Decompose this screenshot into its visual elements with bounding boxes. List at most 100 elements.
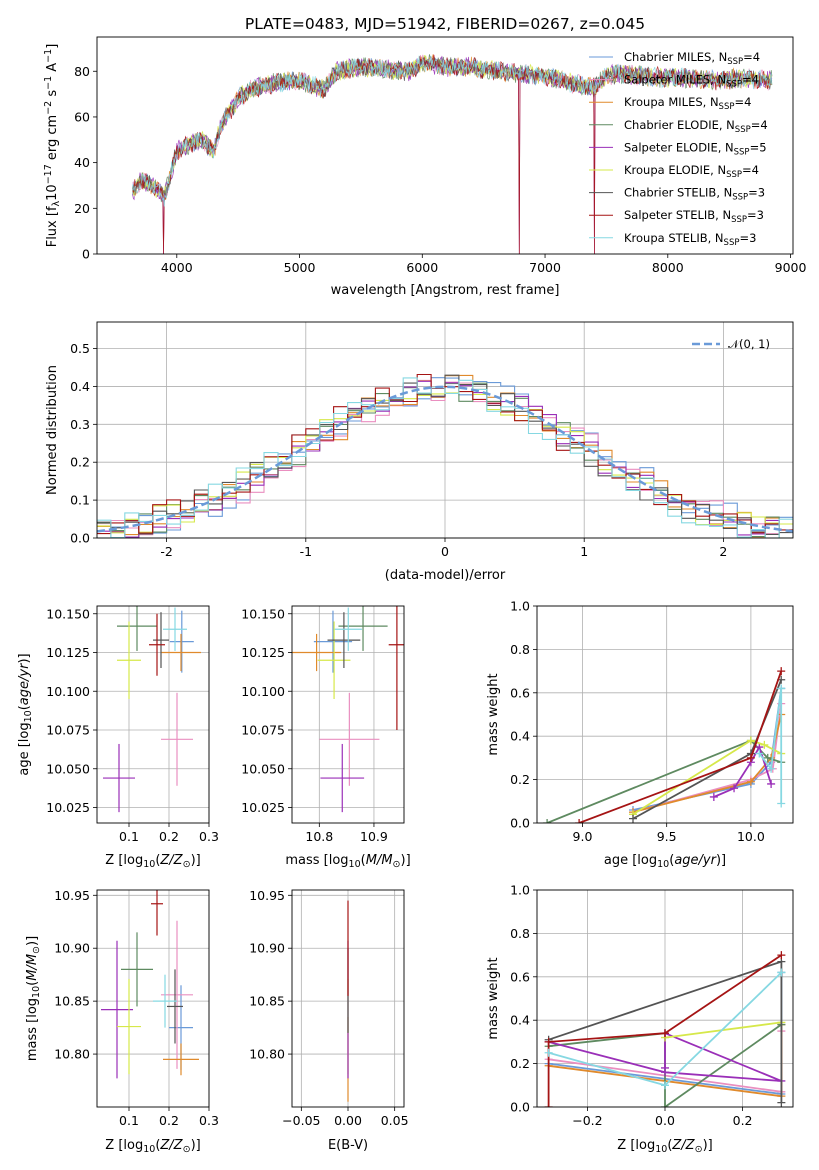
histogram-step	[97, 374, 793, 535]
y-axis-label: Flux [fλ10−17 erg cm−2 s−1 A−1]	[43, 44, 62, 248]
y-tick-label: 10.050	[241, 761, 285, 776]
y-tick-label: 10.025	[46, 800, 90, 815]
weight-marker	[661, 1063, 669, 1072]
weight-marker	[543, 819, 552, 823]
y-tick-label: 0	[82, 247, 90, 262]
mass-vs-metallicity-plot: 0.1 0.2 0.3 10.80 10.85 10.90 10.95 Z [log10(Z/…	[25, 888, 219, 1155]
legend-entry: Salpeter STELIB, NSSP=3	[624, 208, 764, 225]
y-tick-label: 0.8	[510, 926, 530, 941]
plot-area	[101, 890, 199, 1079]
mass-vs-extinction-plot: −0.05 0.00 0.05 10.80 10.85 10.90 10.95 E(B-V)	[249, 888, 408, 1153]
y-tick-label: 0.4	[70, 379, 90, 394]
legend-entry: Chabrier STELIB, NSSP=3	[624, 186, 765, 203]
histogram-step	[97, 377, 793, 538]
x-tick-label: -2	[160, 544, 172, 559]
weight-marker	[544, 1103, 553, 1107]
y-tick-label: 0.2	[510, 1056, 530, 1071]
weight-marker	[661, 1103, 669, 1107]
y-axis-label: mass [log10(M/M⊙)]	[25, 936, 42, 1061]
y-tick-label: 0.5	[70, 341, 90, 356]
x-axis-label: mass [log10(M/M⊙)]	[285, 853, 410, 870]
x-tick-label: 0.0	[655, 1113, 675, 1128]
legend-entry: Salpeter ELODIE, NSSP=5	[624, 140, 767, 157]
plot-area	[543, 667, 786, 823]
y-tick-label: 0.6	[510, 969, 530, 984]
x-axis-label: Z [log10(Z/Z⊙)]	[105, 1138, 200, 1155]
plot-area	[97, 373, 793, 538]
x-tick-label: 9.5	[657, 829, 677, 844]
x-axis-label: wavelength [Angstrom, rest frame]	[331, 283, 560, 298]
y-tick-label: 1.0	[510, 883, 530, 898]
axes-frame	[96, 36, 794, 255]
weight-marker	[777, 951, 786, 960]
weight-vs-metallicity-plot: −0.2 0.0 0.2 0.0 0.2 0.4 0.6 0.8 1.0 Z [log10(Z/Z…	[486, 883, 794, 1155]
y-tick-label: 10.80	[249, 1047, 285, 1062]
y-tick-label: 10.100	[241, 684, 285, 699]
weight-marker	[661, 1029, 669, 1038]
y-tick-label: 1.0	[510, 599, 530, 614]
y-tick-label: 0.3	[70, 417, 90, 432]
y-tick-label: 10.100	[46, 684, 90, 699]
x-tick-label: 5000	[284, 260, 316, 275]
plot-area	[292, 606, 404, 813]
legend-entry: 𝒩(0, 1)	[728, 337, 770, 351]
x-tick-label: 0.00	[334, 1113, 362, 1128]
weight-marker	[767, 779, 776, 788]
weight-marker	[777, 968, 786, 977]
age-vs-mass-plot: 10.8 10.9 10.025 10.050 10.075 10.100 10.125 10…	[241, 605, 411, 870]
x-tick-label: 2	[719, 544, 727, 559]
weight-line	[632, 714, 783, 813]
x-tick-label: -1	[300, 544, 312, 559]
normal-curve	[97, 385, 793, 533]
y-tick-label: 0.1	[70, 493, 90, 508]
y-tick-label: 10.85	[54, 994, 90, 1009]
y-tick-label: 10.90	[54, 941, 90, 956]
x-tick-label: 10.8	[305, 829, 333, 844]
x-tick-label: 0.3	[199, 1113, 219, 1128]
x-axis-label: Z [log10(Z/Z⊙)]	[105, 853, 200, 870]
weight-marker	[777, 1098, 786, 1107]
y-tick-label: 10.150	[241, 606, 285, 621]
y-tick-label: 10.050	[46, 761, 90, 776]
spectrum-line	[132, 55, 773, 207]
y-tick-label: 10.075	[241, 723, 285, 738]
y-axis-label: mass weight	[486, 957, 501, 1039]
x-tick-label: 7000	[529, 260, 561, 275]
spectrum-plot: 4000 5000 6000 7000 8000 9000 0 20 40 60 80 wavelen…	[43, 36, 806, 298]
weight-line	[758, 688, 783, 804]
y-tick-label: 0.2	[70, 455, 90, 470]
y-axis-label: age [log10(age/yr)]	[17, 653, 34, 775]
x-tick-label: 0	[441, 544, 449, 559]
weight-marker	[661, 1081, 669, 1090]
weight-marker	[575, 819, 584, 823]
y-tick-label: 0.4	[510, 729, 530, 744]
x-axis-label: Z [log10(Z/Z⊙)]	[617, 1138, 712, 1155]
age-vs-metallicity-plot: 0.1 0.2 0.3 10.025 10.050 10.075 10.100 10.125 1…	[17, 605, 219, 870]
x-tick-label: 6000	[406, 260, 438, 275]
y-tick-label: 0.4	[510, 1013, 530, 1028]
weight-line	[547, 954, 782, 1107]
y-tick-label: 10.95	[54, 888, 90, 903]
legend-entry: Chabrier MILES, NSSP=4	[624, 50, 760, 67]
weight-marker	[777, 667, 786, 676]
weight-marker	[544, 1048, 553, 1057]
x-tick-label: 0.1	[119, 829, 139, 844]
axes-frame	[536, 605, 794, 824]
y-tick-label: 10.85	[249, 994, 285, 1009]
weight-marker	[777, 684, 786, 693]
axes-frame	[96, 889, 210, 1108]
weight-vs-age-plot: 9.0 9.5 10.0 0.0 0.2 0.4 0.6 0.8 1.0 age [log10(a…	[486, 599, 794, 870]
y-tick-label: 10.125	[241, 645, 285, 660]
legend-entry: Chabrier ELODIE, NSSP=4	[624, 118, 768, 135]
x-tick-label: 0.1	[119, 1113, 139, 1128]
weight-marker	[544, 1037, 553, 1046]
x-axis-label: age [log10(age/yr)]	[604, 853, 726, 870]
x-tick-label: 0.2	[159, 1113, 179, 1128]
y-tick-label: 10.80	[54, 1047, 90, 1062]
y-tick-label: 40	[74, 155, 90, 170]
weight-marker	[746, 753, 755, 762]
weight-marker	[746, 736, 755, 745]
weight-marker	[629, 814, 637, 823]
plot-area	[544, 951, 786, 1107]
